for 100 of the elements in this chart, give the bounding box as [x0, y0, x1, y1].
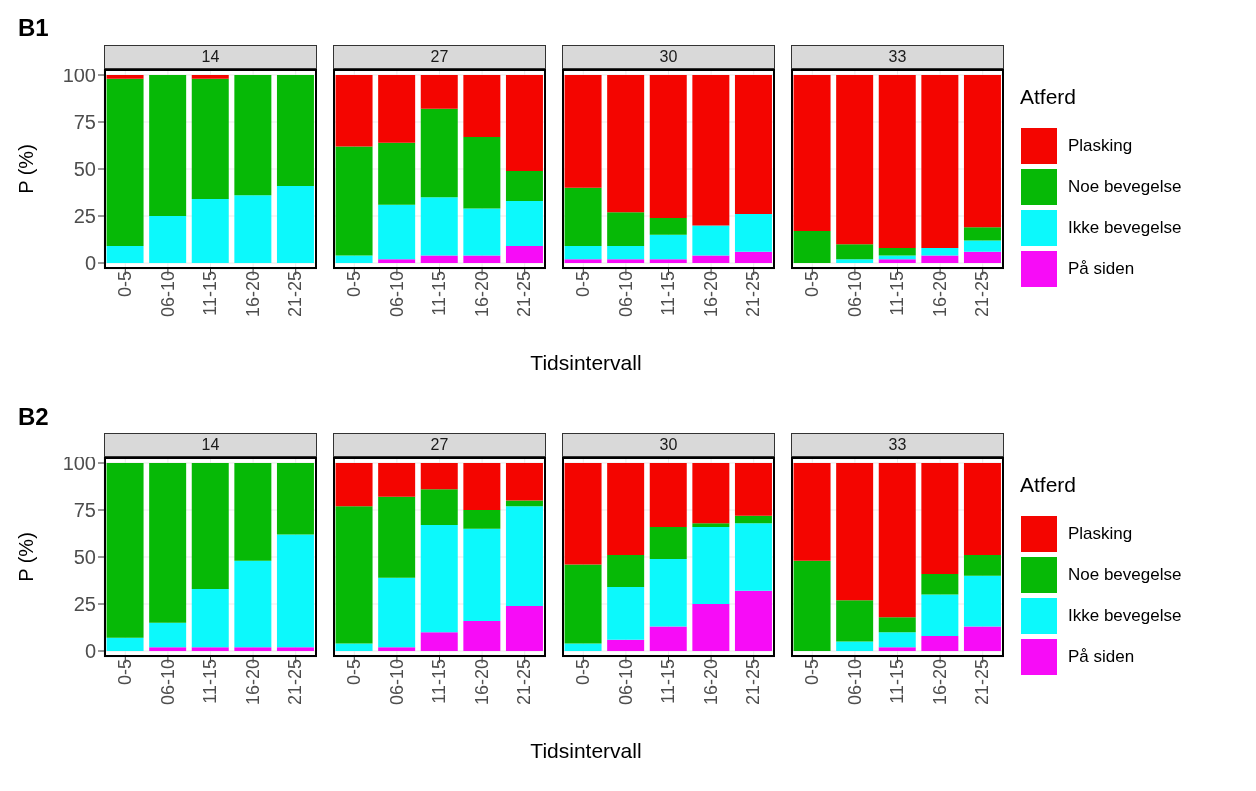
x-tick-label: 0-5 — [115, 659, 136, 686]
bar — [420, 525, 458, 633]
bar — [378, 204, 416, 260]
bar — [607, 587, 645, 640]
x-tick-label: 21-25 — [285, 659, 306, 706]
x-tick-label: 16-20 — [471, 659, 492, 706]
bar — [335, 463, 373, 507]
bar — [463, 510, 501, 529]
x-tick-label: 0-5 — [344, 659, 365, 686]
bar — [564, 246, 602, 260]
bar — [963, 555, 1001, 576]
bar — [191, 647, 229, 651]
bar — [963, 626, 1001, 651]
bar — [378, 647, 416, 651]
bar — [793, 560, 831, 651]
bar — [649, 626, 687, 651]
bar — [921, 573, 959, 595]
bar — [378, 142, 416, 205]
y-tick-label: 100 — [62, 64, 96, 87]
bar — [734, 590, 772, 651]
bar — [191, 588, 229, 648]
x-tick-label: 11-15 — [887, 271, 908, 316]
x-axis-title: Tidsintervall — [529, 351, 643, 375]
bar — [276, 647, 314, 651]
x-tick-label: 11-15 — [658, 659, 679, 704]
bar — [878, 247, 916, 256]
chart-title: 33 — [791, 433, 1004, 457]
bar — [463, 75, 501, 138]
x-tick-label: 06-10 — [386, 271, 407, 318]
x-tick-label: 21-25 — [972, 659, 993, 706]
bar — [878, 463, 916, 618]
y-tick-label: 75 — [73, 111, 96, 134]
bar — [607, 75, 645, 213]
bar — [106, 75, 144, 79]
bar — [921, 255, 959, 263]
bar — [191, 199, 229, 263]
bar — [234, 560, 272, 648]
x-tick-label: 06-10 — [157, 659, 178, 706]
y-tick-label: 50 — [73, 158, 96, 181]
bar — [878, 75, 916, 248]
legend-label: Ikke bevegelse — [1068, 217, 1182, 238]
x-tick-label: 0-5 — [573, 271, 594, 298]
y-tick-label: 75 — [73, 499, 96, 522]
x-tick-label: 11-15 — [200, 271, 221, 316]
bar — [836, 600, 874, 642]
bar — [149, 75, 187, 216]
bar — [921, 463, 959, 574]
bar — [649, 463, 687, 527]
text: Plasking — [1068, 523, 1133, 544]
x-tick-label: 11-15 — [429, 659, 450, 704]
bar — [878, 259, 916, 263]
x-tick-label: 06-10 — [386, 659, 407, 706]
bar — [276, 185, 314, 263]
x-tick-label: 16-20 — [929, 271, 950, 318]
bar — [463, 463, 501, 510]
bar — [878, 632, 916, 648]
x-tick-label: 0-5 — [115, 271, 136, 298]
bar — [106, 78, 144, 247]
bar — [836, 244, 874, 260]
bar — [505, 246, 543, 263]
y-tick-label: 0 — [84, 640, 96, 663]
bar — [335, 506, 373, 644]
y-tick-label: 25 — [73, 205, 96, 228]
bar — [564, 463, 602, 565]
bar — [734, 515, 772, 524]
bar — [335, 75, 373, 147]
bar — [649, 217, 687, 235]
y-tick-label: 100 — [62, 452, 96, 475]
bar — [191, 463, 229, 589]
bar — [564, 259, 602, 263]
legend-label: Noe bevegelse — [1068, 176, 1182, 197]
bar — [505, 605, 543, 651]
bar — [420, 632, 458, 651]
x-tick-label: 16-20 — [242, 271, 263, 318]
y-tick-label: 50 — [73, 546, 96, 569]
x-tick-label: 0-5 — [573, 659, 594, 686]
bar — [191, 75, 229, 79]
bar — [149, 216, 187, 263]
bar — [692, 463, 730, 524]
bar — [649, 558, 687, 627]
x-tick-label: 06-10 — [844, 659, 865, 706]
bar — [378, 577, 416, 648]
bar — [335, 255, 373, 263]
bar — [649, 75, 687, 218]
x-tick-label: 21-25 — [514, 659, 535, 706]
bar — [878, 647, 916, 651]
bar — [649, 234, 687, 260]
bar — [734, 463, 772, 516]
bar — [793, 463, 831, 561]
legend-title: Atferd — [1020, 85, 1078, 109]
bar — [921, 247, 959, 256]
bar — [692, 526, 730, 604]
bar — [963, 227, 1001, 241]
chart-title: 30 — [562, 433, 775, 457]
x-tick-label: 16-20 — [471, 271, 492, 318]
x-tick-label: 06-10 — [844, 271, 865, 318]
bar — [607, 246, 645, 260]
x-tick-label: 16-20 — [700, 659, 721, 706]
text: På siden — [1068, 646, 1135, 667]
chart-title: 30 — [562, 45, 775, 69]
